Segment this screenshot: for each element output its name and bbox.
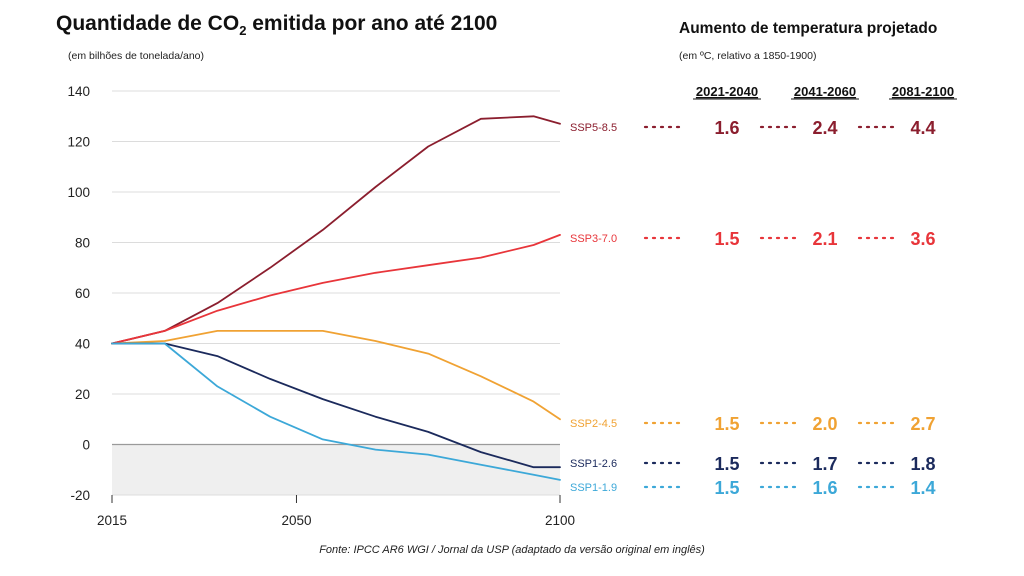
- series-label: SSP1-1.9: [570, 482, 617, 494]
- period-header: 2021-2040: [696, 84, 758, 99]
- temperature-value: 2.1: [812, 229, 837, 249]
- temperature-value: 1.8: [910, 454, 935, 474]
- series-label: SSP2-4.5: [570, 418, 617, 430]
- y-tick-label: 120: [67, 135, 90, 150]
- series-line-ssp2-4.5: [111, 329, 561, 421]
- y-tick-label: 0: [82, 438, 90, 453]
- temperature-table-title: Aumento de temperatura projetado: [679, 20, 938, 37]
- temperature-value: 2.0: [812, 414, 837, 434]
- temperature-value: 1.5: [714, 229, 739, 249]
- series-line-ssp1-2.6: [111, 342, 561, 469]
- y-axis-unit-label: (em bilhões de tonelada/ano): [68, 50, 205, 62]
- x-tick-label: 2015: [97, 513, 127, 528]
- period-header: 2081-2100: [892, 84, 954, 99]
- temperature-value: 1.6: [812, 478, 837, 498]
- temperature-value: 1.5: [714, 478, 739, 498]
- temperature-value: 2.4: [812, 118, 837, 138]
- x-tick-label: 2100: [545, 513, 575, 528]
- temperature-value: 1.7: [812, 454, 837, 474]
- period-header: 2041-2060: [794, 84, 856, 99]
- y-tick-label: 80: [75, 236, 90, 251]
- series-label: SSP5-8.5: [570, 122, 617, 134]
- y-tick-label: 100: [67, 185, 90, 200]
- y-tick-label: -20: [70, 488, 90, 503]
- series-line-ssp3-7.0: [111, 233, 561, 345]
- temperature-table-subtitle: (em ºC, relativo a 1850-1900): [679, 50, 817, 62]
- x-tick-label: 2050: [281, 513, 311, 528]
- series-label: SSP1-2.6: [570, 458, 617, 470]
- negative-region-shade: [112, 444, 560, 495]
- series-label: SSP3-7.0: [570, 233, 617, 245]
- temperature-value: 1.5: [714, 414, 739, 434]
- series-line-ssp5-8.5: [111, 115, 561, 345]
- temperature-value: 1.6: [714, 118, 739, 138]
- y-tick-label: 20: [75, 387, 90, 402]
- temperature-value: 1.4: [910, 478, 935, 498]
- temperature-value: 2.7: [910, 414, 935, 434]
- y-tick-label: 60: [75, 286, 90, 301]
- temperature-value: 4.4: [910, 118, 935, 138]
- source-note: Fonte: IPCC AR6 WGI / Jornal da USP (ada…: [319, 544, 705, 556]
- y-tick-label: 140: [67, 84, 90, 99]
- temperature-value: 1.5: [714, 454, 739, 474]
- y-tick-label: 40: [75, 337, 90, 352]
- chart-title: Quantidade de CO2 emitida por ano até 21…: [56, 12, 498, 39]
- temperature-value: 3.6: [910, 229, 935, 249]
- series-line-ssp1-1.9: [111, 342, 561, 481]
